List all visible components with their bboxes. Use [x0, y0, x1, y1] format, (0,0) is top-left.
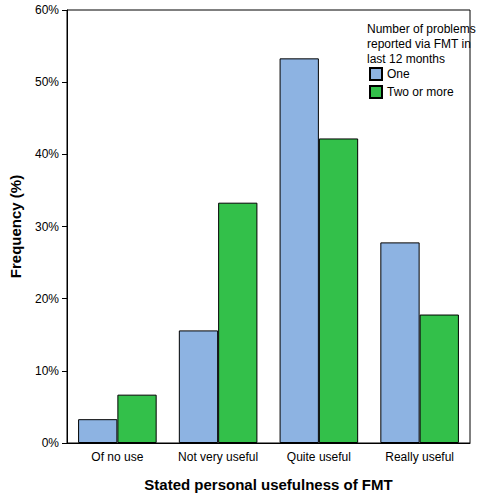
svg-text:Quite useful: Quite useful — [287, 450, 351, 464]
svg-text:0%: 0% — [42, 436, 60, 450]
svg-text:Stated personal usefulness of: Stated personal usefulness of FMT — [144, 476, 392, 493]
svg-text:30%: 30% — [35, 220, 59, 234]
svg-text:50%: 50% — [35, 75, 59, 89]
svg-text:40%: 40% — [35, 147, 59, 161]
svg-text:60%: 60% — [35, 3, 59, 17]
svg-text:reported via FMT in: reported via FMT in — [367, 37, 471, 51]
svg-text:Number of problems: Number of problems — [367, 22, 476, 36]
svg-text:last 12 months: last 12 months — [367, 52, 445, 66]
svg-text:Of no use: Of no use — [91, 450, 143, 464]
svg-text:Two or more: Two or more — [387, 85, 454, 99]
svg-text:One: One — [387, 67, 410, 81]
svg-text:10%: 10% — [35, 364, 59, 378]
svg-text:Really useful: Really useful — [385, 450, 454, 464]
svg-text:20%: 20% — [35, 292, 59, 306]
svg-text:Not very useful: Not very useful — [178, 450, 258, 464]
svg-text:Frequency (%): Frequency (%) — [7, 175, 24, 278]
